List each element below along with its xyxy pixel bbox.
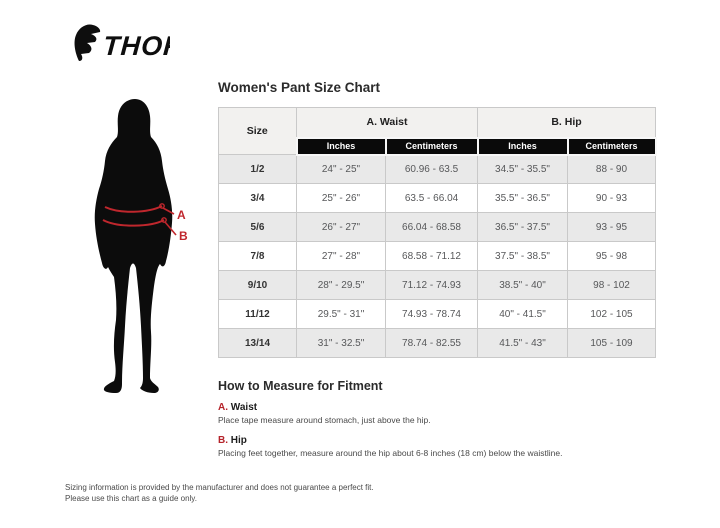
cell-size: 7/8 [218, 241, 297, 271]
disclaimer-line-2: Please use this chart as a guide only. [65, 494, 197, 503]
cell-hip-centimeters: 88 - 90 [567, 154, 656, 184]
disclaimer-line-1: Sizing information is provided by the ma… [65, 483, 374, 492]
cell-size: 3/4 [218, 183, 297, 213]
table-header-row: Size A. Waist B. Hip [218, 107, 656, 155]
table-subheader-row: Inches Centimeters Inches Centimeters [219, 136, 657, 156]
size-chart-table: Size A. Waist B. Hip Inches Centimeters … [218, 107, 657, 358]
cell-hip-centimeters: 105 - 109 [567, 328, 656, 358]
size-chart: Size A. Waist B. Hip Inches Centimeters … [218, 107, 657, 358]
cell-hip-centimeters: 95 - 98 [567, 241, 656, 271]
cell-size: 5/6 [218, 212, 297, 242]
cell-waist-inches: 24" - 25" [296, 154, 386, 184]
cell-hip-centimeters: 102 - 105 [567, 299, 656, 329]
waist-measure-line [104, 205, 163, 213]
measure-section-title: How to Measure for Fitment [218, 379, 383, 393]
cell-waist-inches: 26" - 27" [296, 212, 386, 242]
cell-size: 11/12 [218, 299, 297, 329]
table-row: 7/8 27" - 28" 68.58 - 71.12 37.5" - 38.5… [218, 241, 656, 271]
cell-hip-centimeters: 98 - 102 [567, 270, 656, 300]
cell-hip-inches: 41.5" - 43" [477, 328, 568, 358]
measure-item-waist: A. Waist Place tape measure around stoma… [218, 402, 431, 425]
cell-hip-inches: 36.5" - 37.5" [477, 212, 568, 242]
cell-hip-inches: 34.5" - 35.5" [477, 154, 568, 184]
measure-description: Place tape measure around stomach, just … [218, 415, 431, 425]
cell-hip-inches: 38.5" - 40" [477, 270, 568, 300]
cell-size: 1/2 [218, 154, 297, 184]
cell-waist-centimeters: 74.93 - 78.74 [385, 299, 478, 329]
col-header-hip-inches: Inches [476, 136, 569, 156]
cell-waist-inches: 29.5" - 31" [296, 299, 386, 329]
cell-waist-inches: 31" - 32.5" [296, 328, 386, 358]
measurement-figure: A B [58, 96, 218, 398]
table-row: 11/12 29.5" - 31" 74.93 - 78.74 40" - 41… [218, 299, 656, 329]
cell-hip-inches: 35.5" - 36.5" [477, 183, 568, 213]
table-row: 5/6 26" - 27" 66.04 - 68.58 36.5" - 37.5… [218, 212, 656, 242]
measure-item-heading: A. Waist [218, 402, 431, 413]
page-title: Women's Pant Size Chart [218, 80, 380, 95]
woman-silhouette-icon: A B [94, 99, 188, 393]
thor-logo: THOR [72, 22, 170, 64]
measure-item-hip: B. Hip Placing feet together, measure ar… [218, 435, 562, 458]
table-row: 13/14 31" - 32.5" 78.74 - 82.55 41.5" - … [218, 328, 656, 358]
disclaimer-text: Sizing information is provided by the ma… [65, 482, 374, 504]
measure-name-waist: Waist [230, 402, 258, 413]
col-header-waist-centimeters: Centimeters [384, 136, 479, 156]
measure-name-hip: Hip [230, 435, 247, 446]
col-header-waist-inches: Inches [295, 136, 387, 156]
measure-item-heading: B. Hip [218, 435, 562, 446]
cell-waist-inches: 25" - 26" [296, 183, 386, 213]
measure-description: Placing feet together, measure around th… [218, 448, 563, 458]
logo-wordmark: THOR [102, 31, 170, 61]
measure-letter-b: B. [218, 435, 228, 446]
thor-helmet-icon: THOR [74, 24, 170, 61]
col-header-waist: A. Waist [296, 107, 478, 138]
cell-waist-centimeters: 78.74 - 82.55 [385, 328, 478, 358]
table-row: 1/2 24" - 25" 60.96 - 63.5 34.5" - 35.5"… [218, 154, 656, 184]
cell-size: 13/14 [218, 328, 297, 358]
cell-hip-inches: 37.5" - 38.5" [477, 241, 568, 271]
measure-letter-a: A. [218, 402, 228, 413]
cell-waist-centimeters: 63.5 - 66.04 [385, 183, 478, 213]
col-header-hip: B. Hip [477, 107, 656, 138]
cell-hip-inches: 40" - 41.5" [477, 299, 568, 329]
hip-label-b: B [179, 229, 188, 243]
cell-hip-centimeters: 90 - 93 [567, 183, 656, 213]
cell-waist-centimeters: 68.58 - 71.12 [385, 241, 478, 271]
cell-waist-centimeters: 60.96 - 63.5 [385, 154, 478, 184]
hip-measure-line [102, 219, 165, 227]
cell-hip-centimeters: 93 - 95 [567, 212, 656, 242]
cell-waist-inches: 27" - 28" [296, 241, 386, 271]
col-header-hip-centimeters: Centimeters [566, 136, 657, 156]
table-row: 9/10 28" - 29.5" 71.12 - 74.93 38.5" - 4… [218, 270, 656, 300]
col-header-size: Size [218, 107, 297, 155]
cell-waist-centimeters: 66.04 - 68.58 [385, 212, 478, 242]
waist-label-a: A [177, 208, 186, 222]
cell-size: 9/10 [218, 270, 297, 300]
cell-waist-inches: 28" - 29.5" [296, 270, 386, 300]
cell-waist-centimeters: 71.12 - 74.93 [385, 270, 478, 300]
table-row: 3/4 25" - 26" 63.5 - 66.04 35.5" - 36.5"… [218, 183, 656, 213]
